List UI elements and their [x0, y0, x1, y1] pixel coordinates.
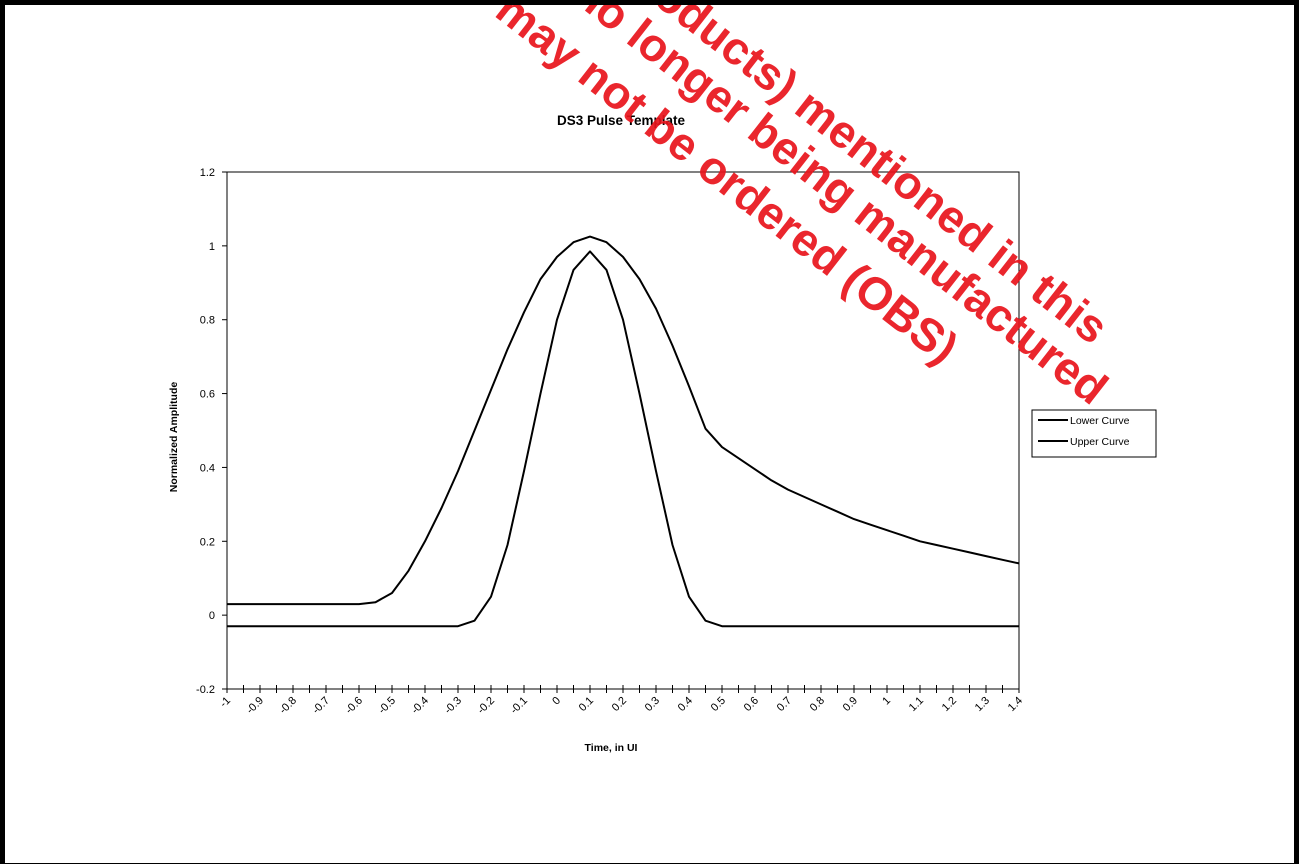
x-tick-label: 0.9	[841, 695, 860, 714]
y-tick-label: 1	[209, 241, 215, 253]
series-layer	[227, 235, 1020, 628]
series-line-upper-curve	[227, 235, 1020, 606]
chart: DS3 Pulse Template -0.2 0 0.2 0.4 0.6 0.8 1 1.2…	[168, 0, 1157, 754]
x-axis-label: Time, in UI	[585, 742, 638, 754]
x-axis: -1 -0.9 -0.8 -0.7 -0.6 -0.5 -0.4 -0.3 -0.2 -0.1 0 0…	[218, 685, 1025, 717]
x-tick-label: -0.1	[508, 695, 530, 717]
x-tick-label: 1.4	[1006, 695, 1025, 714]
x-tick-label: 0.8	[808, 695, 827, 714]
x-tick-label: 0.1	[577, 695, 596, 714]
x-tick-label: -0.2	[475, 695, 497, 717]
x-tick-label: 0	[550, 695, 563, 708]
watermark-line-2: no longer being manufactured	[564, 5, 1118, 414]
y-tick-label: 0	[209, 610, 215, 622]
x-tick-label: -0.4	[409, 695, 431, 717]
x-tick-label: 1.2	[940, 695, 959, 714]
legend: Lower Curve Upper Curve	[1031, 409, 1157, 458]
y-tick-label: 0.6	[200, 389, 215, 401]
x-tick-label: -0.7	[310, 695, 332, 717]
y-tick-label: 0.2	[200, 536, 215, 548]
legend-label-lower-curve: Lower Curve	[1070, 415, 1130, 427]
x-tick-label: -1	[218, 695, 233, 710]
obsolete-watermark: may not be ordered (OBS) no longer being…	[487, 0, 1118, 414]
y-tick-label: 1.2	[200, 167, 215, 179]
legend-box	[1031, 409, 1157, 458]
y-axis: -0.2 0 0.2 0.4 0.6 0.8 1 1.2	[196, 167, 227, 696]
x-tick-label: 0.5	[709, 695, 728, 714]
x-tick-label: 1	[880, 695, 893, 708]
y-tick-label: 0.8	[200, 315, 215, 327]
y-tick-label: -0.2	[196, 684, 215, 696]
x-tick-label: 1.3	[973, 695, 992, 714]
y-tick-label: 0.4	[200, 462, 215, 474]
x-tick-label: 0.4	[676, 695, 695, 714]
x-tick-label: 0.7	[775, 695, 794, 714]
x-tick-label: -0.6	[343, 695, 365, 717]
x-tick-label: -0.8	[277, 695, 299, 717]
x-tick-label: -0.5	[376, 695, 398, 717]
series-line-lower-curve	[227, 250, 1019, 628]
x-tick-label: 0.2	[610, 695, 629, 714]
x-tick-label: 1.1	[907, 695, 926, 714]
y-axis-label: Normalized Amplitude	[168, 382, 180, 493]
legend-label-upper-curve: Upper Curve	[1070, 436, 1130, 448]
chart-title: DS3 Pulse Template	[557, 113, 686, 128]
x-tick-label: -0.9	[244, 695, 266, 717]
x-tick-label: 0.6	[742, 695, 761, 714]
x-tick-label: -0.3	[442, 695, 464, 717]
x-tick-label: 0.3	[643, 695, 662, 714]
